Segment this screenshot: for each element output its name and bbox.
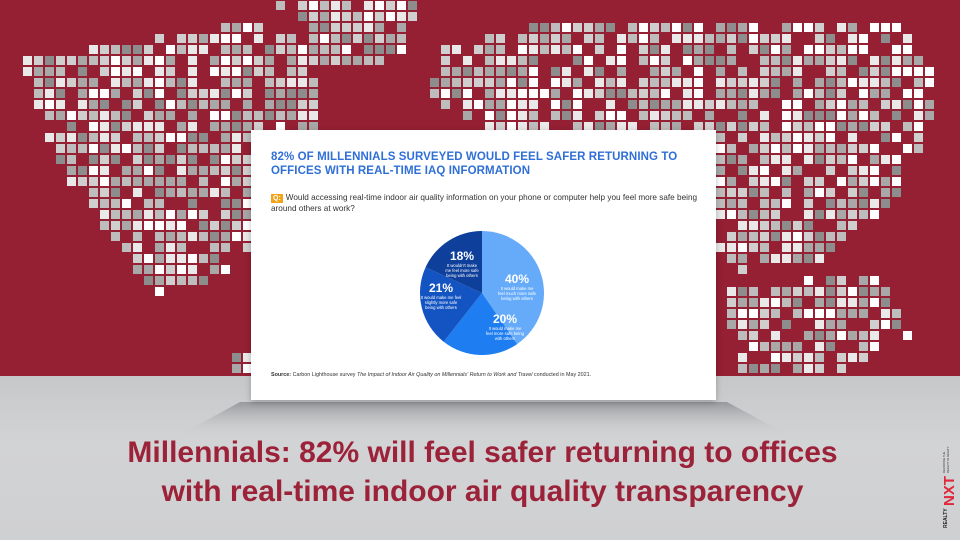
slice-description: being with others — [425, 305, 457, 310]
headline-line-2: with real-time indoor air quality transp… — [60, 472, 905, 511]
source-text-2: conducted in May 2021. — [532, 372, 591, 378]
realty-nxt-logo: REALTY NXT DECODING THE REALITY IN REALT… — [930, 440, 960, 530]
slice-value-label: 40% — [505, 272, 529, 286]
source-title: The Impact of Indoor Air Quality on Mill… — [357, 372, 532, 378]
slice-value-label: 21% — [429, 281, 453, 295]
slice-description: with others — [495, 336, 515, 341]
svg-text:NXT: NXT — [941, 476, 958, 506]
infographic-card: 82% OF MILLENNIALS SURVEYED WOULD FEEL S… — [251, 130, 716, 400]
slice-value-label: 20% — [493, 312, 517, 326]
slice-description: being with others — [501, 296, 533, 301]
svg-text:REALITY IN REALTY: REALITY IN REALTY — [946, 446, 950, 473]
question-badge: Q: — [271, 194, 283, 203]
headline-line-1: Millennials: 82% will feel safer returni… — [60, 433, 905, 472]
survey-question: Q: Would accessing real-time indoor air q… — [271, 192, 701, 214]
card-title: 82% OF MILLENNIALS SURVEYED WOULD FEEL S… — [271, 150, 701, 178]
slice-value-label: 18% — [450, 249, 474, 263]
source-label: Source: — [271, 372, 291, 378]
source-text-1: Carbon Lighthouse survey — [293, 372, 357, 378]
headline: Millennials: 82% will feel safer returni… — [60, 433, 905, 511]
question-text: Would accessing real-time indoor air qua… — [271, 193, 697, 213]
source-note: Source: Carbon Lighthouse survey The Imp… — [271, 372, 701, 379]
slice-description: being with others — [446, 273, 478, 278]
svg-text:REALTY: REALTY — [943, 508, 949, 528]
